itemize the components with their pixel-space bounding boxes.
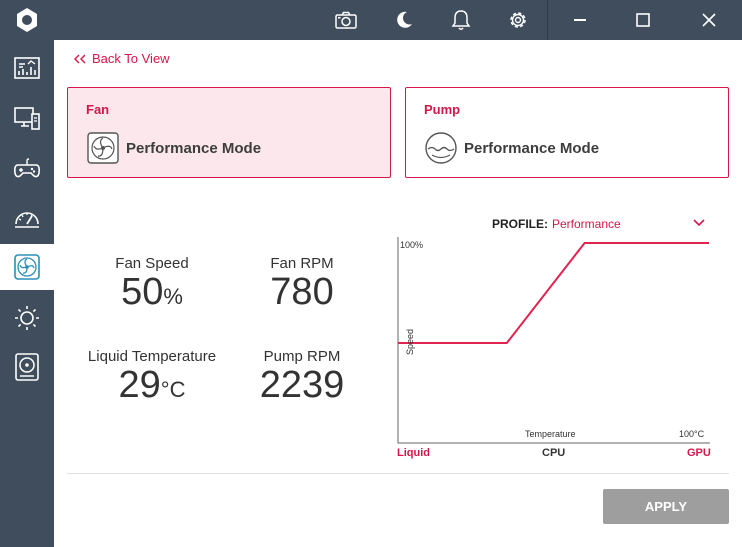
fan-speed-label: Fan Speed [115, 255, 189, 272]
sidebar [0, 0, 54, 547]
gamepad-icon [14, 158, 40, 178]
fan-icon [14, 254, 40, 280]
fan-curve-line[interactable] [398, 242, 709, 344]
fan-rpm-label: Fan RPM [270, 255, 334, 272]
back-to-view-link[interactable]: Back To View [74, 51, 170, 66]
fan-icon [87, 132, 119, 164]
sidebar-item-performance[interactable] [0, 195, 54, 241]
pump-rpm-label: Pump RPM [263, 348, 341, 365]
x-axis-label: Temperature [525, 429, 576, 439]
apply-button[interactable]: APPLY [603, 489, 729, 524]
fan-curve-graph[interactable] [397, 237, 710, 444]
lighting-icon [15, 306, 39, 330]
sidebar-item-cooling[interactable] [0, 244, 54, 290]
fan-speed-value: 50% [121, 271, 183, 313]
fan-mode: Performance Mode [86, 131, 261, 165]
double-chevron-left-icon [74, 54, 86, 63]
title-bar-divider [547, 0, 548, 40]
fan-rpm-stat: Fan RPM 780 [242, 255, 362, 312]
system-icon [14, 107, 40, 130]
liquid-temperature-stat: Liquid Temperature 29°C [72, 348, 232, 410]
fan-rpm-value: 780 [270, 271, 334, 313]
storage-icon [15, 353, 39, 381]
dashboard-icon [14, 57, 40, 79]
pump-card-title: Pump [424, 102, 461, 117]
graph-axes [397, 237, 710, 444]
fan-curve-svg [397, 237, 710, 444]
gear-icon[interactable] [504, 6, 532, 34]
fan-speed-unit: % [163, 284, 183, 309]
moon-icon[interactable] [390, 6, 418, 34]
camera-icon[interactable] [332, 6, 360, 34]
source-cpu[interactable]: CPU [542, 447, 566, 459]
fan-card[interactable]: Fan Performance Mode [67, 87, 391, 178]
minimize-icon[interactable] [566, 6, 594, 34]
pump-mode-label: Performance Mode [464, 139, 600, 157]
sidebar-item-gaming[interactable] [0, 146, 54, 192]
sidebar-item-storage[interactable] [0, 344, 54, 390]
y-max-label: 100% [400, 240, 424, 250]
fan-mode-label: Performance Mode [126, 139, 262, 157]
back-label: Back To View [92, 51, 170, 66]
pump-card[interactable]: Pump Performance Mode [405, 87, 729, 178]
pump-icon [425, 132, 457, 164]
x-max-label: 100°C [679, 429, 705, 439]
y-axis-label: Speed [405, 328, 416, 356]
title-bar [54, 0, 742, 40]
maximize-icon[interactable] [629, 6, 657, 34]
profile-select[interactable]: Performance [552, 217, 621, 231]
liquid-temperature-label: Liquid Temperature [87, 348, 217, 365]
fan-card-title: Fan [86, 102, 110, 117]
pump-rpm-stat: Pump RPM 2239 [242, 348, 362, 405]
source-gpu[interactable]: GPU [687, 447, 711, 459]
sidebar-item-system[interactable] [0, 95, 54, 141]
pump-mode: Performance Mode [424, 131, 599, 165]
profile-label: PROFILE: [492, 217, 548, 231]
source-liquid[interactable]: Liquid [397, 447, 430, 459]
fan-speed-stat: Fan Speed 50% [92, 255, 212, 317]
sidebar-item-lighting[interactable] [0, 295, 54, 341]
gauge-icon [15, 212, 39, 228]
bell-icon[interactable] [447, 6, 475, 34]
liquid-temperature-unit: °C [160, 377, 186, 402]
chevron-down-icon[interactable] [692, 215, 706, 233]
pump-rpm-value: 2239 [259, 364, 345, 406]
sidebar-item-dashboard[interactable] [0, 45, 54, 91]
logo-icon [0, 0, 54, 40]
close-icon[interactable] [695, 6, 723, 34]
divider [67, 473, 729, 474]
liquid-temperature-value: 29°C [118, 364, 186, 406]
